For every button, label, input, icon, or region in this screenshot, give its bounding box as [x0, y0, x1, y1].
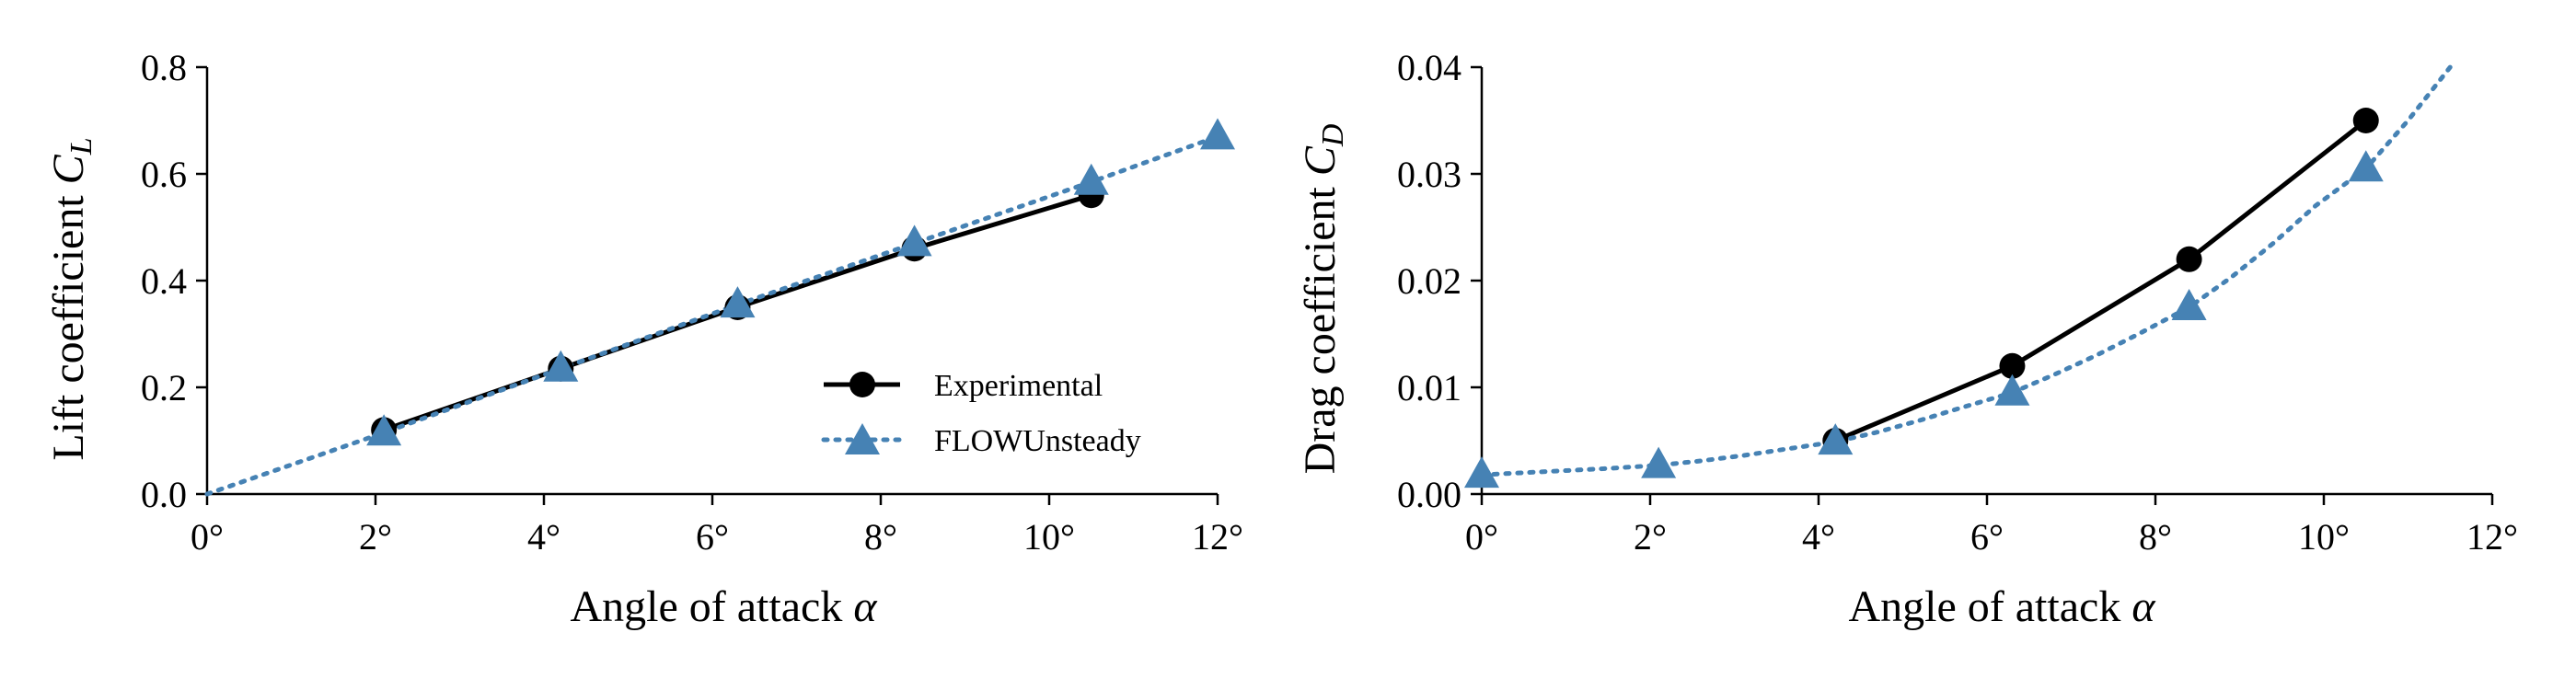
drag-y-tick-label: 0.04: [1397, 47, 1461, 88]
drag-point-flowunsteady: [1464, 456, 1499, 489]
drag-x-tick-label: 4°: [1802, 516, 1835, 558]
drag-series-flowunsteady-line: [1479, 64, 2453, 477]
lift-x-tick-label: 6°: [696, 516, 729, 558]
lift-point-flowunsteady: [896, 224, 932, 257]
lift-point-flowunsteady: [366, 414, 402, 446]
drag-point-flowunsteady: [1818, 423, 1854, 455]
lift-y-tick-label: 0.8: [141, 47, 187, 88]
lift-x-tick-label: 10°: [1023, 516, 1075, 558]
drag-x-axis-label: Angle of attack α: [1848, 582, 2155, 631]
lift-plot-area: 0° 2° 4° 6° 8° 10° 12° 0.0 0.2 0.4 0.6 0.8: [141, 47, 1243, 558]
lift-x-tick-label: 12°: [1192, 516, 1243, 558]
drag-point-experimental: [2176, 246, 2202, 272]
drag-plot-area: 0° 2° 4° 6° 8° 10° 12° 0.00 0.01 0.02 0.03 0.04: [1397, 47, 2518, 558]
lift-x-tick-label: 8°: [864, 516, 897, 558]
drag-y-tick-label: 0.03: [1397, 154, 1461, 195]
drag-y-tick-label: 0.01: [1397, 367, 1461, 408]
drag-x-tick-label: 6°: [1970, 516, 2004, 558]
drag-x-tick-label: 0°: [1465, 516, 1498, 558]
drag-x-tick-label: 12°: [2466, 516, 2518, 558]
legend-flowunsteady-marker: [845, 423, 880, 454]
legend: Experimental FLOWUnsteady: [821, 369, 1141, 458]
drag-y-axis-label: Drag coefficient CD: [1296, 123, 1350, 474]
drag-x-tick-label: 10°: [2298, 516, 2350, 558]
lift-y-tick-label: 0.2: [141, 367, 187, 408]
drag-point-experimental: [2352, 108, 2379, 133]
lift-point-flowunsteady: [1073, 163, 1109, 195]
drag-point-flowunsteady: [2171, 289, 2207, 320]
lift-y-axis-label: Lift coefficient CL: [44, 137, 98, 460]
legend-experimental-label: Experimental: [934, 369, 1103, 403]
lift-x-tick-label: 2°: [359, 516, 392, 558]
drag-x-tick-label: 2°: [1634, 516, 1667, 558]
drag-series-experimental-line: [1834, 119, 2368, 443]
lift-x-tick-label: 0°: [191, 516, 224, 558]
lift-point-flowunsteady: [1200, 118, 1235, 150]
lift-y-tick-label: 0.0: [141, 474, 187, 515]
drag-y-tick-label: 0.00: [1397, 474, 1461, 515]
lift-y-tick-label: 0.4: [141, 260, 187, 302]
drag-chart: 0° 2° 4° 6° 8° 10° 12° 0.00 0.01 0.02 0.03 0.04 Ang…: [1296, 47, 2518, 631]
legend-flowunsteady-label: FLOWUnsteady: [934, 424, 1141, 458]
lift-x-tick-label: 4°: [527, 516, 560, 558]
lift-chart: 0° 2° 4° 6° 8° 10° 12° 0.0 0.2 0.4 0.6 0.8 Angle of…: [44, 47, 1243, 631]
legend-experimental-marker: [849, 372, 875, 397]
drag-point-flowunsteady: [1994, 374, 2030, 406]
drag-point-flowunsteady: [2348, 150, 2384, 182]
drag-y-tick-label: 0.02: [1397, 260, 1461, 302]
drag-x-tick-label: 8°: [2139, 516, 2172, 558]
lift-y-tick-label: 0.6: [141, 154, 187, 195]
drag-point-flowunsteady: [1641, 446, 1677, 478]
lift-point-flowunsteady: [720, 286, 756, 318]
lift-point-flowunsteady: [543, 350, 579, 382]
drag-point-experimental: [1999, 352, 2026, 379]
lift-x-axis-label: Angle of attack α: [570, 582, 877, 631]
